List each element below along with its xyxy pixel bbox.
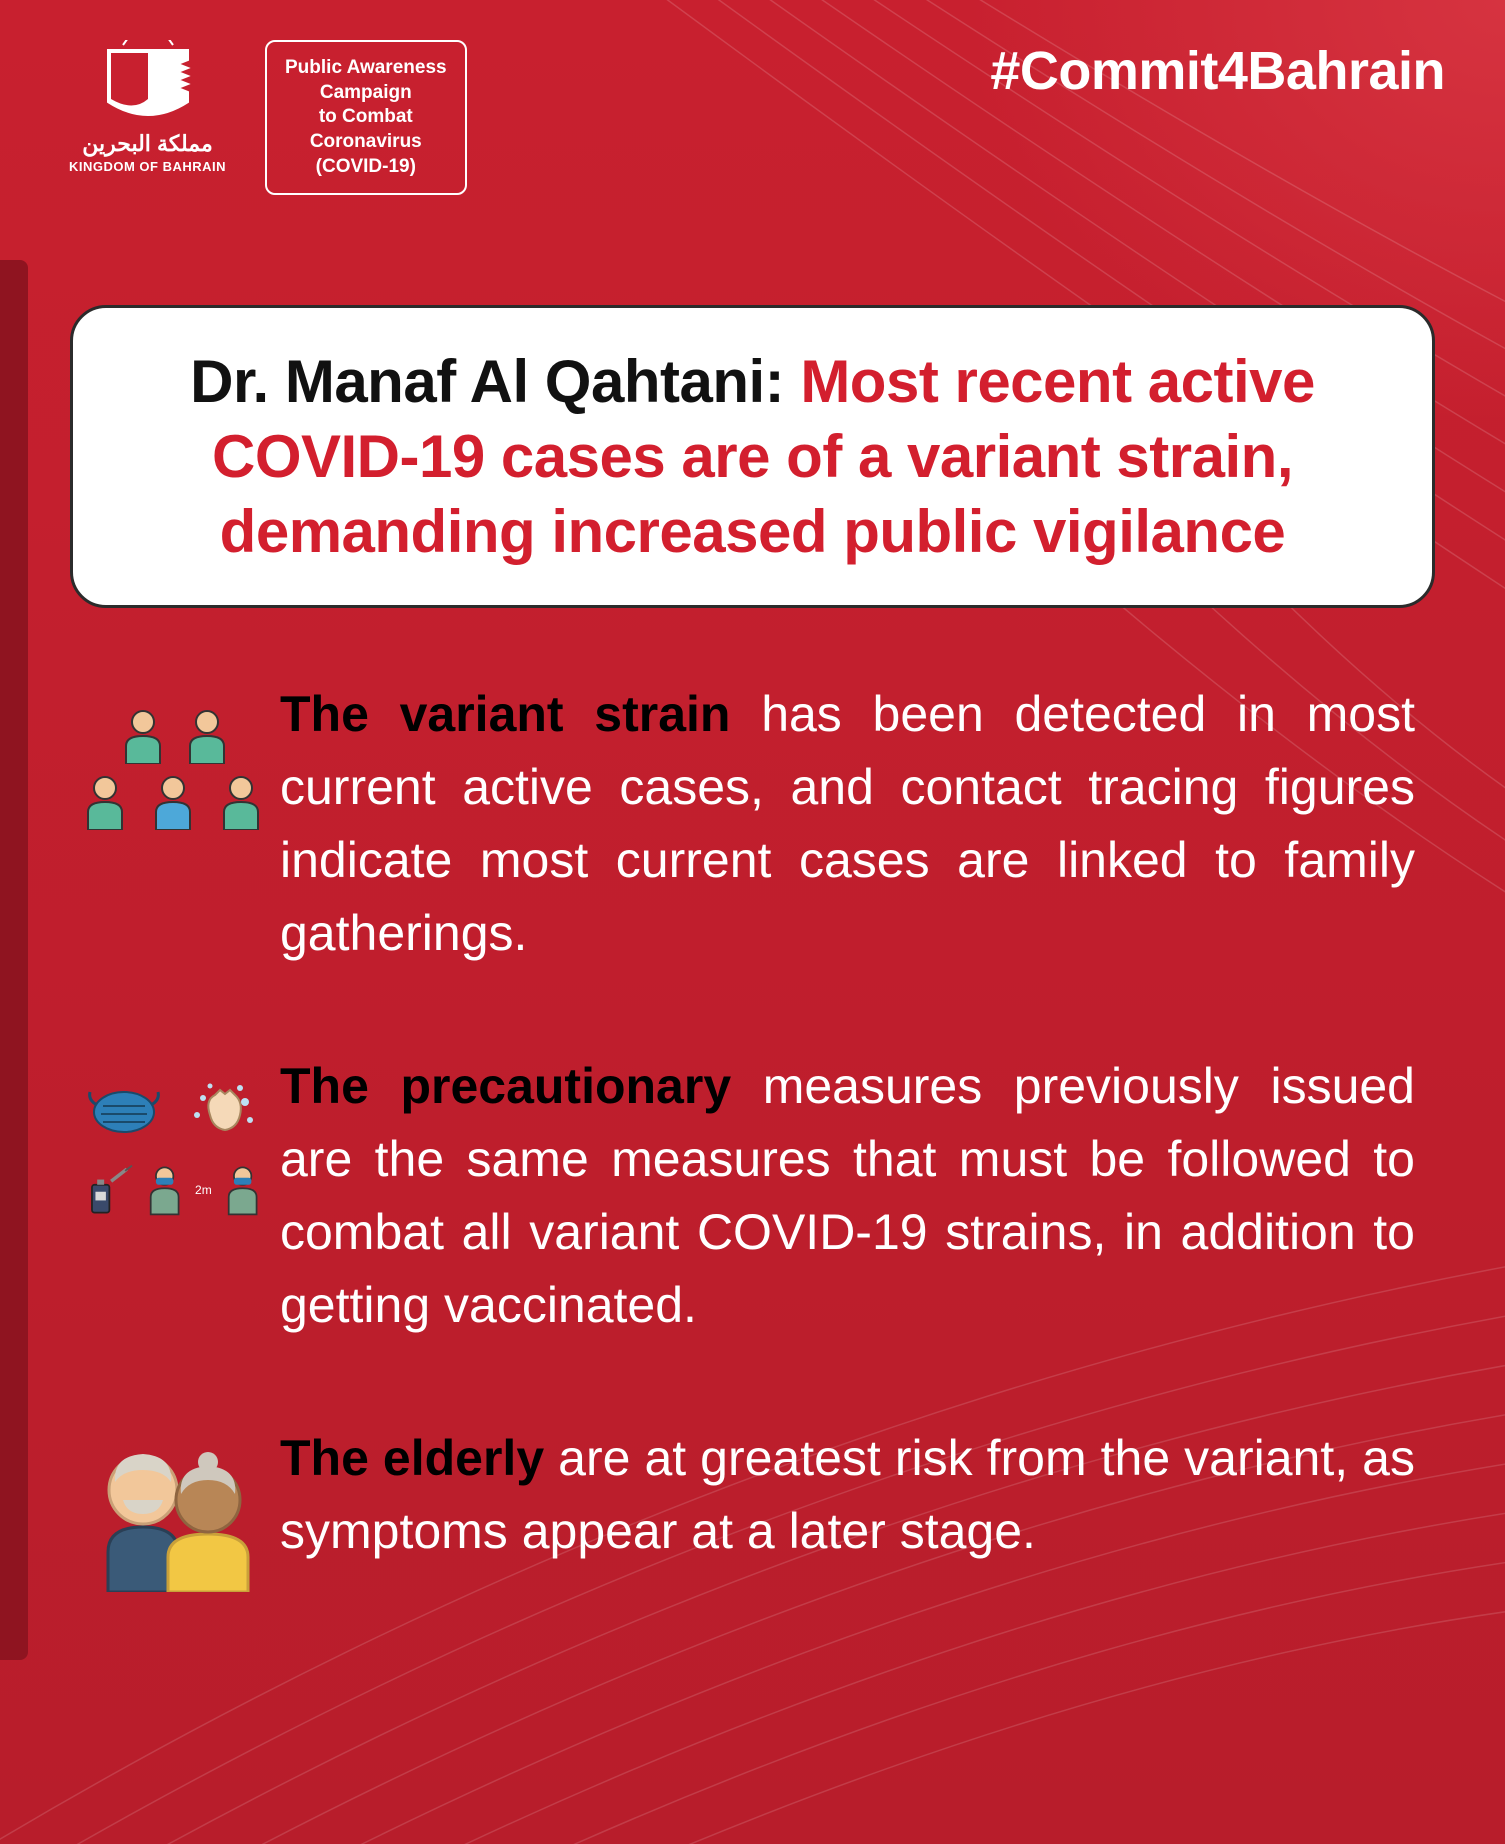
section-lead: The elderly — [280, 1430, 544, 1486]
person-icon — [118, 708, 168, 764]
icon-elderly — [70, 1422, 280, 1597]
header: مملكة البحرين KINGDOM OF BAHRAIN Public … — [0, 0, 1505, 225]
person-icon — [80, 774, 130, 830]
section-precautions: 2m The precautionary measures previously… — [70, 1050, 1415, 1342]
section-elderly: The elderly are at greatest risk from th… — [70, 1422, 1415, 1597]
title-speaker: Dr. Manaf Al Qahtani: — [190, 348, 800, 415]
bahrain-crest: مملكة البحرين KINGDOM OF BAHRAIN — [60, 40, 235, 174]
campaign-line: to Combat — [285, 105, 447, 130]
section-text: The precautionary measures previously is… — [280, 1050, 1415, 1342]
title-box: Dr. Manaf Al Qahtani: Most recent active… — [70, 305, 1435, 608]
vaccine-icon — [85, 1160, 134, 1220]
crest-english: KINGDOM OF BAHRAIN — [69, 159, 226, 174]
section-text: The elderly are at greatest risk from th… — [280, 1422, 1415, 1568]
campaign-line: Campaign — [285, 81, 447, 106]
hashtag: #Commit4Bahrain — [990, 40, 1445, 102]
campaign-box: Public Awareness Campaign to Combat Coro… — [265, 40, 467, 195]
section-lead: The precautionary — [280, 1058, 731, 1114]
content: The variant strain has been detected in … — [0, 678, 1505, 1597]
elderly-woman-icon — [168, 1452, 248, 1592]
campaign-line: Public Awareness — [285, 56, 447, 81]
campaign-line: Coronavirus — [285, 130, 447, 155]
person-icon — [182, 708, 232, 764]
crest-arabic: مملكة البحرين — [82, 131, 213, 157]
icon-precautions: 2m — [70, 1050, 280, 1220]
person-distancing-icon — [142, 1160, 187, 1220]
person-icon — [216, 774, 266, 830]
person-distancing-icon — [220, 1160, 265, 1220]
mask-icon — [85, 1080, 163, 1140]
section-text: The variant strain has been detected in … — [280, 678, 1415, 970]
person-icon — [148, 774, 198, 830]
section-variant-strain: The variant strain has been detected in … — [70, 678, 1415, 970]
crest-icon — [93, 40, 203, 125]
icon-people-group — [70, 678, 280, 830]
section-lead: The variant strain — [280, 686, 730, 742]
campaign-line: (COVID-19) — [285, 155, 447, 180]
handwash-icon — [185, 1080, 263, 1140]
distance-label: 2m — [195, 1183, 212, 1197]
